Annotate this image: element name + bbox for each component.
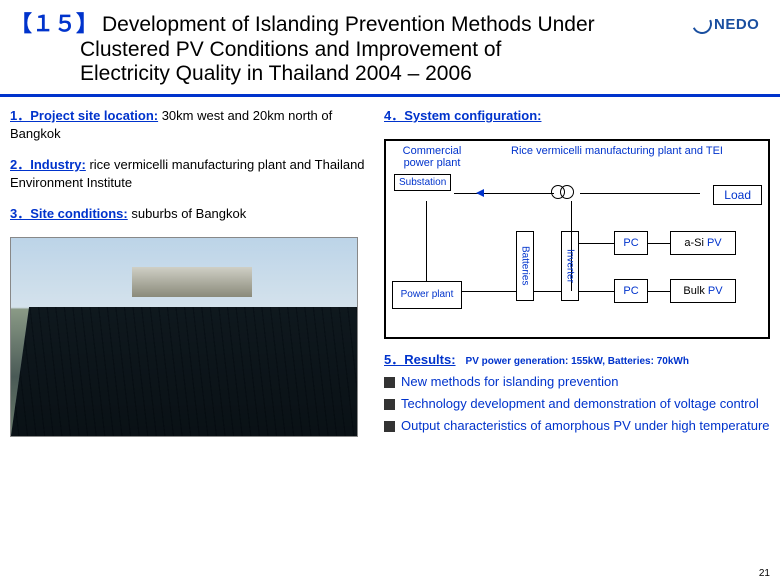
section-4: 4．System configuration: [384,107,770,125]
result-bullet-3: Output characteristics of amorphous PV u… [384,418,770,434]
commercial-label: Commercial power plant [392,145,472,170]
divider [0,94,780,97]
pv-generation-note: PV power generation: 155kW, Batteries: 7… [466,356,689,367]
pc-box-2: PC [614,279,648,303]
title-line-1: Development of Islanding Prevention Meth… [102,13,595,37]
inverter-box: Inverter [561,231,579,301]
batteries-box: Batteries [516,231,534,301]
title-line-2: Clustered PV Conditions and Improvement … [10,38,770,62]
load-box: Load [713,185,762,205]
bullet-icon [384,377,395,388]
asi-pv-box: a-Si PV [670,231,736,255]
result-bullet-1: New methods for islanding prevention [384,374,770,390]
line [648,243,670,244]
section-4-head: 4．System configuration: [384,108,541,123]
section-3-body: suburbs of Bangkok [128,206,247,221]
batteries-label: Batteries [520,246,531,285]
slide-header: 【１５】 Development of Islanding Prevention… [0,0,780,90]
section-3-head: 3．Site conditions: [10,206,128,221]
rice-label: Rice vermicelli manufacturing plant and … [472,145,762,158]
results-head: 5．Results: [384,349,456,368]
section-1-head: 1．Project site location: [10,108,158,123]
result-3-text: Output characteristics of amorphous PV u… [401,418,770,434]
nedo-logo: NEDO [692,10,766,38]
result-1-text: New methods for islanding prevention [401,374,619,390]
title-line-3: Electricity Quality in Thailand 2004 – 2… [10,62,770,86]
logo-text: NEDO [714,16,759,33]
line [454,193,554,194]
result-bullet-2: Technology development and demonstration… [384,396,770,412]
left-column: 1．Project site location: 30km west and 2… [10,107,370,437]
substation-box: Substation [394,174,451,191]
system-diagram: Commercial power plant Rice vermicelli m… [384,139,770,339]
right-column: 4．System configuration: Commercial power… [384,107,770,437]
section-2: 2．Industry: rice vermicelli manufacturin… [10,156,370,191]
bulk-pv-box: Bulk PV [670,279,736,303]
result-2-text: Technology development and demonstration… [401,396,759,412]
section-3: 3．Site conditions: suburbs of Bangkok [10,205,370,223]
line [462,291,516,292]
section-5: 5．Results: PV power generation: 155kW, B… [384,349,770,435]
transformer-icon [556,185,574,202]
logo-arc-icon [689,11,715,37]
pc-box-1: PC [614,231,648,255]
line [648,291,670,292]
line [580,193,700,194]
line [426,201,427,281]
slide-number-bracket: 【１５】 [10,6,98,38]
bullet-icon [384,421,395,432]
content-area: 1．Project site location: 30km west and 2… [0,107,780,437]
page-number: 21 [759,568,770,579]
section-2-head: 2．Industry: [10,157,86,172]
arrow-icon [476,189,484,197]
line [579,243,614,244]
line [534,291,561,292]
bullet-icon [384,399,395,410]
power-plant-box: Power plant [392,281,462,309]
section-1: 1．Project site location: 30km west and 2… [10,107,370,142]
line [579,291,614,292]
site-photo [10,237,358,437]
inverter-label: Inverter [565,249,576,283]
